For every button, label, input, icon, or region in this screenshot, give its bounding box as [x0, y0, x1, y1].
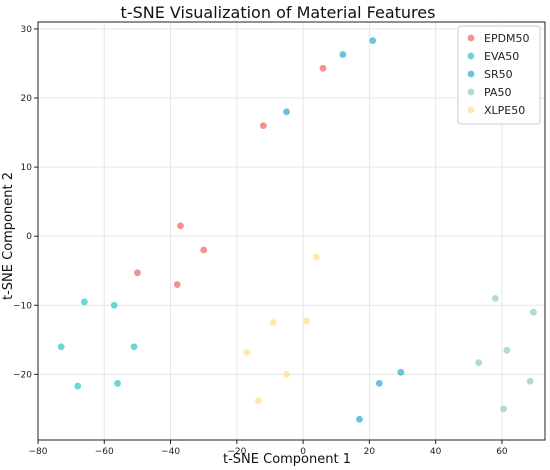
point-eva50	[130, 343, 138, 351]
legend-label-pa50: PA50	[484, 86, 511, 99]
point-epdm50	[177, 222, 184, 230]
point-pa50	[526, 377, 534, 385]
point-sr50	[356, 415, 363, 423]
axis-ticks: −80 −60 −40 −20 0 20 40 60 −20 −10 0 10 20 30	[13, 25, 508, 457]
x-tick-label: −60	[95, 447, 114, 457]
y-axis-title: t-SNE Component 2	[1, 172, 16, 300]
point-xlpe50	[243, 348, 251, 356]
y-tick-label: −20	[13, 370, 32, 380]
y-tick-label: 10	[21, 163, 33, 173]
legend-box	[457, 25, 541, 125]
point-xlpe50	[303, 317, 310, 325]
point-epdm50	[200, 246, 208, 254]
x-tick-label: 60	[496, 447, 508, 457]
point-epdm50	[259, 122, 267, 130]
point-sr50	[369, 37, 377, 45]
point-epdm50	[134, 269, 141, 277]
chart-title: t-SNE Visualization of Material Features	[121, 3, 436, 22]
point-xlpe50	[254, 397, 262, 405]
x-tick-label: −20	[227, 447, 246, 457]
point-sr50	[397, 368, 405, 376]
y-tick-label: −10	[13, 301, 32, 311]
point-eva50	[57, 343, 65, 351]
x-tick-label: 0	[300, 447, 306, 457]
y-tick-label: 30	[21, 25, 33, 35]
legend-marker-eva50	[467, 52, 475, 60]
y-tick-label: 20	[21, 94, 33, 104]
legend-label-epdm50: EPDM50	[484, 32, 530, 45]
legend-marker-sr50	[467, 70, 475, 78]
point-eva50	[114, 379, 121, 387]
legend: EPDM50 EVA50 SR50 PA50 XLPE50	[457, 25, 541, 125]
point-eva50	[110, 301, 118, 309]
point-sr50	[375, 379, 383, 387]
point-xlpe50	[283, 370, 290, 378]
point-eva50	[80, 298, 88, 306]
legend-label-eva50: EVA50	[484, 50, 519, 63]
point-xlpe50	[269, 319, 277, 326]
point-sr50	[339, 51, 347, 58]
legend-marker-xlpe50	[467, 106, 475, 114]
point-xlpe50	[312, 253, 320, 261]
legend-marker-pa50	[467, 88, 475, 96]
point-eva50	[74, 382, 82, 390]
x-tick-label: 20	[364, 447, 376, 457]
x-tick-label: 40	[430, 447, 442, 457]
point-pa50	[530, 308, 537, 316]
x-axis-title: t-SNE Component 1	[223, 452, 351, 467]
point-sr50	[283, 108, 290, 116]
legend-label-xlpe50: XLPE50	[484, 104, 525, 117]
legend-label-sr50: SR50	[484, 68, 513, 81]
x-tick-label: −40	[161, 447, 180, 457]
legend-marker-epdm50	[467, 34, 475, 42]
data-points	[57, 37, 537, 423]
point-pa50	[491, 294, 499, 302]
y-tick-label: 0	[26, 232, 32, 242]
plot-frame	[37, 21, 546, 441]
point-epdm50	[173, 281, 181, 288]
point-epdm50	[319, 64, 327, 72]
point-pa50	[500, 405, 507, 413]
x-tick-label: −80	[29, 447, 48, 457]
point-pa50	[475, 359, 483, 367]
point-pa50	[503, 346, 511, 354]
